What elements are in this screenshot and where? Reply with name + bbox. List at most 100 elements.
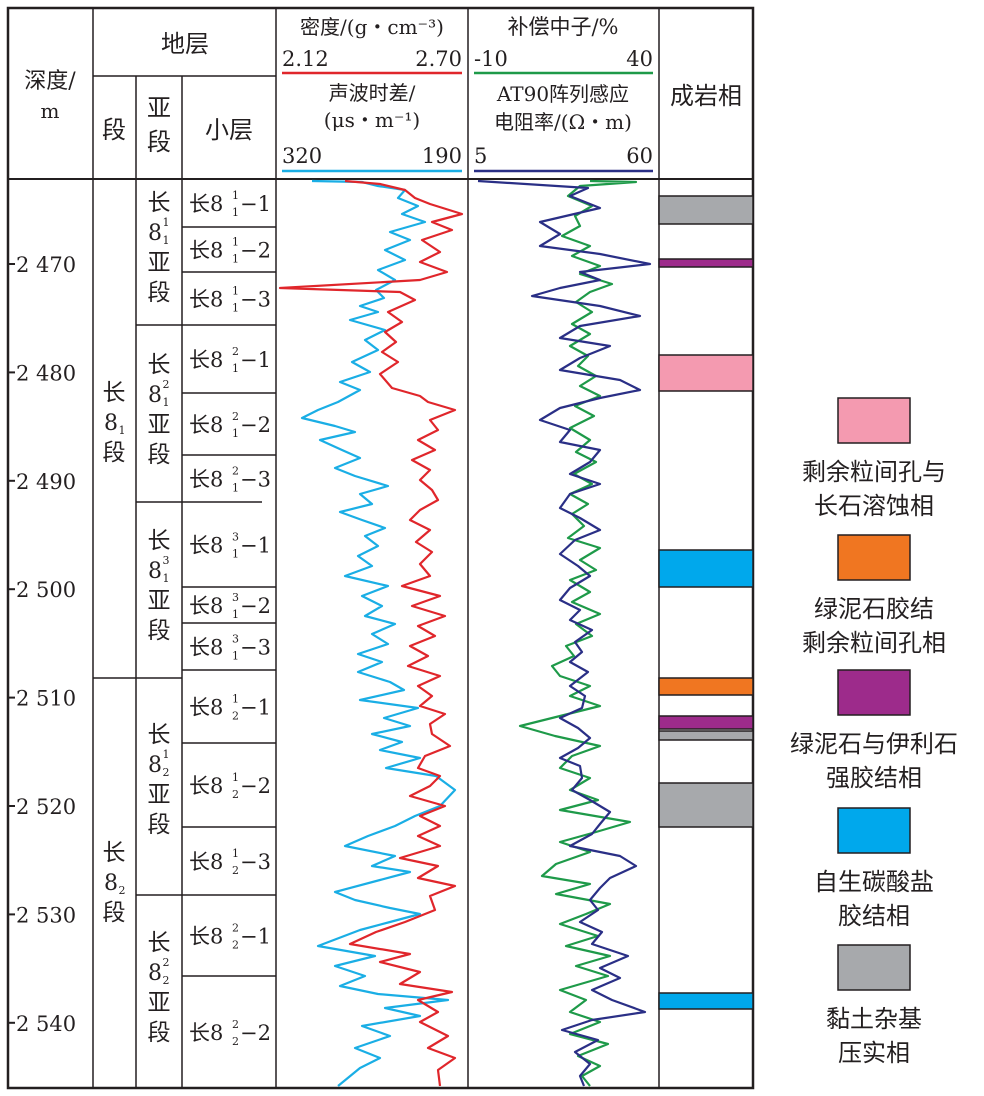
legend-label-line2: 胶结相 [838,902,910,930]
subsegment-label-number: 8 [148,221,162,246]
layer-label-sub: 1 [232,362,239,375]
facies-block-orange [658,677,754,696]
layer-label-sup: 2 [232,345,239,358]
legend-label-line2: 剩余粒间孔相 [802,629,946,657]
legend-swatch-pink [837,397,911,444]
legend-label-line2: 长石溶蚀相 [814,492,934,520]
layer-label-prefix: 长8 [189,348,223,372]
subsegment-label-b: 段 [148,280,171,306]
resistivity-axis-min: 5 [474,144,487,168]
layer-label-sub: 1 [232,206,239,219]
layer-label-suffix: −2 [240,594,271,618]
layer-label-sub: 2 [232,1035,239,1048]
layer-label: 长8 1 2 −3 [189,847,271,877]
layer-label-suffix: −3 [240,288,271,312]
subsegment-column-title-a: 亚 [147,94,171,122]
resistivity-axis-label-1: AT90阵列感应 [496,82,629,106]
subsegment-label-sup: 1 [163,216,170,229]
layer-label-prefix: 长8 [189,192,223,216]
segment-label-main: 长 [103,380,126,406]
depth-tick-label: 2 530 [16,903,76,927]
layer-label-prefix: 长8 [189,925,223,949]
layer-label-suffix: −3 [240,468,271,492]
layer-label-sub: 1 [232,427,239,440]
segment-label-end: 段 [103,900,126,926]
layer-label-prefix: 长8 [189,774,223,798]
layer-label-sub: 2 [232,788,239,801]
facies-column [658,195,754,1010]
layer-label-suffix: −1 [240,534,271,558]
facies-block-pink [658,354,754,392]
layer-label-suffix: −1 [240,696,271,720]
layer-label: 长8 2 1 −1 [189,345,271,375]
subsegment-label-sub: 1 [163,234,170,247]
subsegment-label: 长 8 1 1 亚段 [148,190,171,306]
layer-label-sub: 1 [232,482,239,495]
subsegment-label-number: 8 [148,753,162,778]
layer-label-sub: 2 [232,939,239,952]
neutron-axis-min: -10 [474,47,508,71]
legend-label-line1: 绿泥石与伊利石 [790,730,958,758]
resistivity-curve [477,179,652,1087]
sonic-axis-min: 320 [282,144,322,168]
layer-label: 长8 3 1 −2 [189,591,271,621]
layer-label-sup: 1 [232,847,239,860]
layer-label-sup: 1 [232,771,239,784]
depth-tick-label: 2 520 [16,795,76,819]
subsegment-label-number: 8 [148,383,162,408]
facies-block-purple [658,258,754,268]
layer-label-sub: 2 [232,864,239,877]
layer-label-sup: 1 [232,189,239,202]
subsegment-label-sup: 3 [163,554,170,567]
segment-column-title: 段 [102,116,126,144]
resistivity-axis-label-2: 电阻率/(Ω・m) [494,110,632,134]
layer-label-prefix: 长8 [189,636,223,660]
layer-label: 长8 2 1 −2 [189,410,271,440]
subsegment-label-a: 亚 [148,250,171,276]
layer-label-prefix: 长8 [189,534,223,558]
layer-label: 长8 1 1 −2 [189,236,271,266]
layer-label-prefix: 长8 [189,468,223,492]
layer-label: 长8 3 1 −3 [189,633,271,663]
subsegment-label: 长 8 2 2 亚段 [148,930,171,1046]
depth-tick-label: 2 480 [16,361,76,385]
strata-title: 地层 [161,30,209,58]
subsegment-label-main: 长 [148,930,171,956]
subsegment-label-main: 长 [148,528,171,554]
layer-label-sup: 2 [232,922,239,935]
facies-block-gray [658,782,754,828]
layer-label-suffix: −1 [240,925,271,949]
legend-label-line1: 剩余粒间孔与 [802,458,946,486]
legend-label-line1: 自生碳酸盐 [814,868,934,896]
density-axis-max: 2.70 [415,47,462,71]
facies-column-title: 成岩相 [670,82,742,110]
depth-tick-label: 2 540 [16,1012,76,1036]
sonic-curve [300,179,457,1087]
depth-tick-label: 2 470 [16,253,76,277]
depth-title-line1: 深度/ [24,69,76,94]
legend-label-line2: 强胶结相 [826,764,922,792]
layer-label-sub: 2 [232,710,239,723]
layer-label: 长8 1 2 −1 [189,693,271,723]
subsegment-column-title-b: 段 [147,128,171,156]
layer-label: 长8 3 1 −1 [189,531,271,561]
layer-column-title: 小层 [205,116,253,144]
depth-title-line2: m [41,99,60,123]
layer-label-suffix: −2 [240,413,271,437]
subsegment-label-sub: 1 [163,572,170,585]
legend-swatch-gray [837,944,911,991]
table-header: 深度/ m 地层 段 亚 段 小层 密度/(g・cm⁻³) 2.12 2.70 … [24,15,742,173]
layer-label-suffix: −2 [240,239,271,263]
layer-label: 长8 1 1 −1 [189,189,271,219]
sonic-axis-label-1: 声波时差/ [329,81,416,105]
segment-label-subscript: 2 [119,884,126,897]
layer-label-suffix: −3 [240,850,271,874]
subsegment-label-sup: 2 [163,378,170,391]
legend-label-line2: 压实相 [838,1039,910,1067]
layer-label-prefix: 长8 [189,288,223,312]
layer-label-sup: 2 [232,465,239,478]
layer-label-sup: 3 [232,531,239,544]
subsegment-label-sup: 2 [163,956,170,969]
layer-label-sub: 1 [232,608,239,621]
